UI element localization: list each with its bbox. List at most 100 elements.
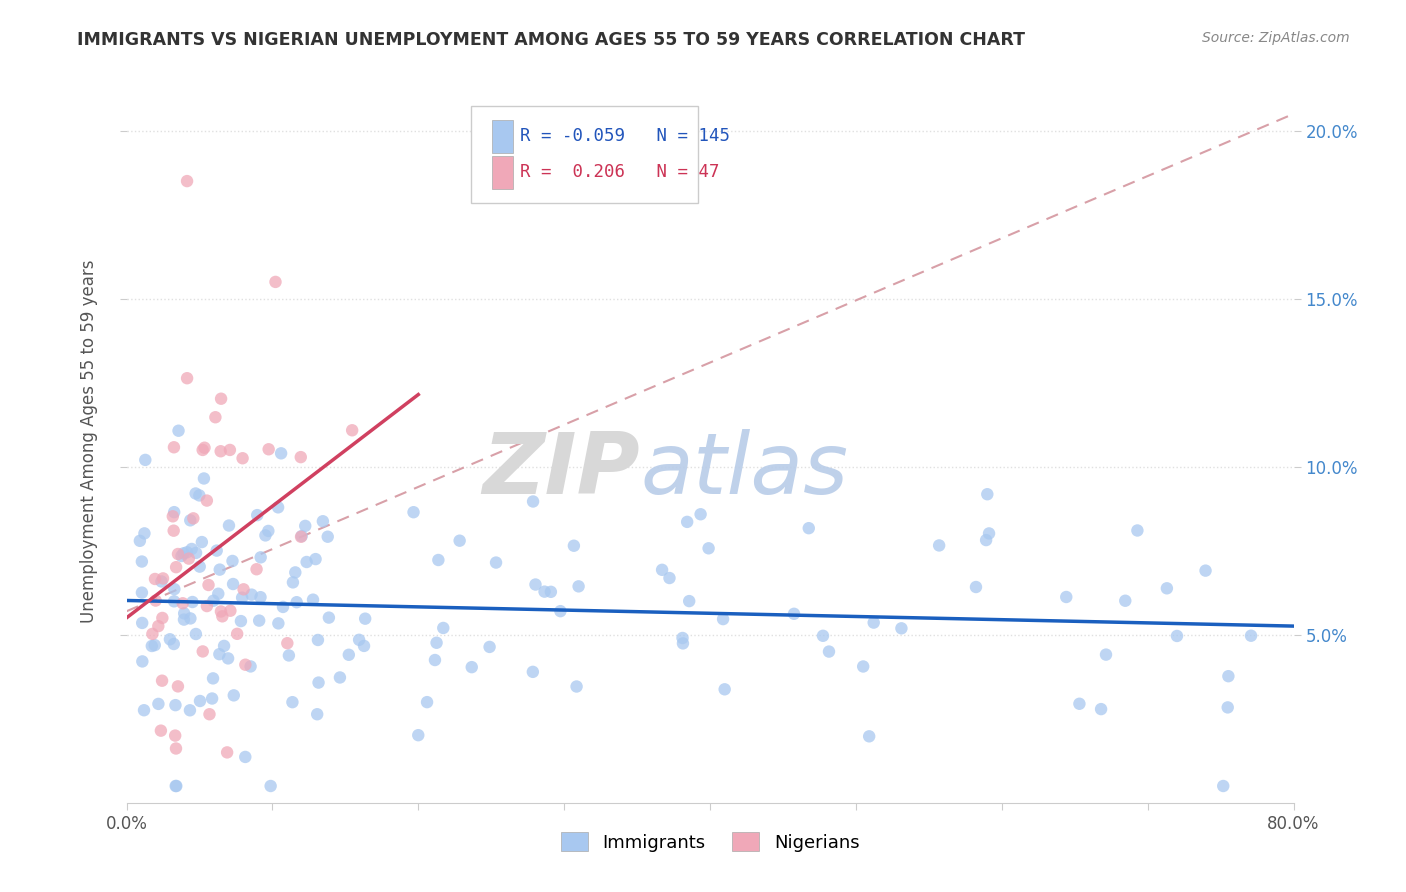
Point (890, 621, 912, 635)
Point (713, 682, 735, 697)
Point (222, 689, 245, 703)
Point (257, 524, 280, 538)
FancyBboxPatch shape (471, 105, 699, 203)
Point (204, 410, 226, 425)
Point (318, 610, 340, 624)
Point (208, 563, 231, 577)
Point (208, 647, 231, 661)
Point (141, 627, 163, 641)
Point (209, 392, 232, 406)
Point (257, 442, 280, 457)
Point (1156, 582, 1178, 596)
Point (176, 371, 198, 385)
Point (188, 488, 211, 502)
Point (568, 579, 591, 593)
Point (1114, 593, 1136, 607)
Point (211, 609, 233, 624)
Point (522, 665, 544, 679)
Point (163, 637, 186, 651)
Point (312, 514, 335, 528)
Point (676, 515, 699, 529)
Point (307, 632, 329, 647)
Point (131, 555, 153, 569)
Point (264, 275, 287, 289)
Point (347, 632, 370, 647)
Point (1240, 629, 1263, 643)
Point (246, 508, 269, 522)
Point (143, 638, 166, 652)
Point (672, 636, 695, 650)
Point (565, 680, 588, 694)
Point (149, 723, 172, 738)
Point (180, 541, 202, 556)
Point (163, 524, 186, 538)
Point (340, 423, 363, 437)
Point (249, 590, 271, 604)
Point (193, 441, 215, 455)
Point (524, 577, 547, 591)
Point (143, 572, 166, 586)
Point (550, 604, 572, 618)
Point (226, 627, 249, 641)
Point (131, 654, 153, 668)
Point (205, 543, 228, 558)
Point (191, 644, 214, 658)
Point (308, 675, 330, 690)
Point (678, 594, 700, 608)
Point (221, 554, 243, 568)
Text: IMMIGRANTS VS NIGERIAN UNEMPLOYMENT AMONG AGES 55 TO 59 YEARS CORRELATION CHART: IMMIGRANTS VS NIGERIAN UNEMPLOYMENT AMON… (77, 31, 1025, 49)
Point (406, 728, 429, 742)
Point (179, 513, 201, 527)
Point (233, 750, 256, 764)
Point (181, 595, 204, 609)
Point (329, 670, 352, 684)
Point (148, 697, 170, 711)
Point (290, 450, 312, 464)
Point (302, 592, 325, 607)
Point (281, 695, 304, 709)
Point (165, 779, 187, 793)
Point (179, 703, 201, 717)
Point (316, 530, 339, 544)
Point (188, 694, 211, 708)
Point (697, 541, 720, 556)
Point (184, 546, 207, 560)
Point (1212, 779, 1234, 793)
Point (162, 509, 184, 524)
Point (245, 562, 267, 576)
Point (249, 550, 271, 565)
Point (134, 453, 156, 467)
Point (141, 639, 163, 653)
Point (353, 639, 375, 653)
Point (402, 505, 425, 519)
Point (294, 519, 316, 533)
Point (229, 614, 252, 628)
Point (711, 612, 734, 626)
Point (167, 424, 190, 438)
FancyBboxPatch shape (492, 120, 513, 153)
Point (239, 659, 262, 673)
Point (304, 552, 326, 566)
Point (179, 611, 201, 625)
Point (218, 518, 240, 533)
Point (671, 631, 693, 645)
Point (219, 442, 242, 457)
Point (159, 632, 181, 647)
Point (307, 707, 329, 722)
Point (285, 595, 308, 609)
Point (478, 640, 501, 654)
Point (427, 553, 450, 567)
Point (193, 471, 215, 485)
Point (177, 551, 200, 566)
Point (432, 621, 454, 635)
Point (195, 599, 218, 613)
Point (167, 679, 190, 693)
Point (181, 511, 204, 525)
Point (1054, 590, 1077, 604)
Point (222, 577, 245, 591)
Point (858, 729, 880, 743)
Point (152, 571, 174, 585)
Point (165, 698, 187, 713)
Point (217, 651, 239, 665)
Point (540, 584, 562, 599)
